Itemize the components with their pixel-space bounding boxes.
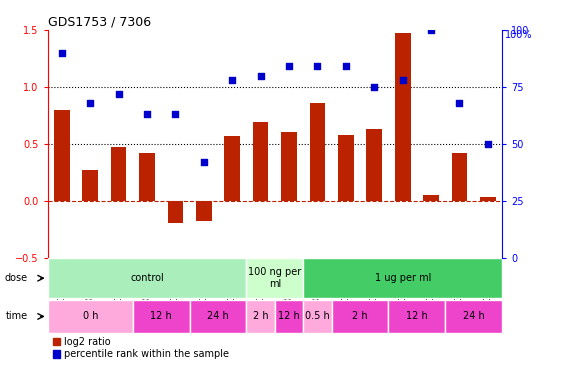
Text: dose: dose <box>4 273 28 283</box>
Point <box>171 111 180 117</box>
Bar <box>395 33 411 201</box>
Bar <box>246 300 275 333</box>
Text: GDS1753 / 7306: GDS1753 / 7306 <box>48 16 151 29</box>
Point <box>284 63 293 69</box>
Text: 0 h: 0 h <box>82 312 98 321</box>
Bar <box>332 300 388 333</box>
Bar <box>424 195 439 201</box>
Bar <box>452 153 467 201</box>
Point <box>86 100 95 106</box>
Point <box>228 77 237 83</box>
Point <box>57 50 66 56</box>
Text: time: time <box>6 312 28 321</box>
Text: 12 h: 12 h <box>150 312 172 321</box>
Bar <box>190 300 246 333</box>
Point <box>142 111 151 117</box>
Bar <box>445 300 502 333</box>
Point <box>426 27 435 33</box>
Bar <box>366 129 382 201</box>
Bar <box>338 135 353 201</box>
Point <box>484 141 493 147</box>
Point <box>370 84 379 90</box>
Bar <box>54 110 70 201</box>
Point <box>398 77 407 83</box>
Bar <box>388 300 445 333</box>
Bar <box>48 300 133 333</box>
Bar <box>246 258 304 298</box>
Bar <box>224 136 240 201</box>
Text: 12 h: 12 h <box>278 312 300 321</box>
Bar <box>304 258 502 298</box>
Bar <box>139 153 155 201</box>
Text: 2 h: 2 h <box>253 312 269 321</box>
Text: 0.5 h: 0.5 h <box>305 312 330 321</box>
Text: 24 h: 24 h <box>463 312 485 321</box>
Point <box>256 72 265 78</box>
Text: 12 h: 12 h <box>406 312 428 321</box>
Bar <box>133 300 190 333</box>
Bar <box>310 103 325 201</box>
Bar <box>196 201 211 221</box>
Point <box>342 63 351 69</box>
Point <box>199 159 208 165</box>
Bar <box>304 300 332 333</box>
Bar <box>82 170 98 201</box>
Bar <box>275 300 304 333</box>
Legend: log2 ratio, percentile rank within the sample: log2 ratio, percentile rank within the s… <box>53 337 229 360</box>
Text: 24 h: 24 h <box>207 312 229 321</box>
Bar <box>480 197 496 201</box>
Bar <box>168 201 183 223</box>
Bar <box>253 122 269 201</box>
Bar <box>281 132 297 201</box>
Bar <box>111 147 126 201</box>
Text: control: control <box>130 273 164 283</box>
Text: 1 ug per ml: 1 ug per ml <box>375 273 431 283</box>
Point <box>313 63 322 69</box>
Text: 100%: 100% <box>505 30 532 40</box>
Point <box>455 100 464 106</box>
Point <box>114 91 123 97</box>
Text: 2 h: 2 h <box>352 312 368 321</box>
Bar <box>48 258 246 298</box>
Text: 100 ng per
ml: 100 ng per ml <box>249 267 301 289</box>
